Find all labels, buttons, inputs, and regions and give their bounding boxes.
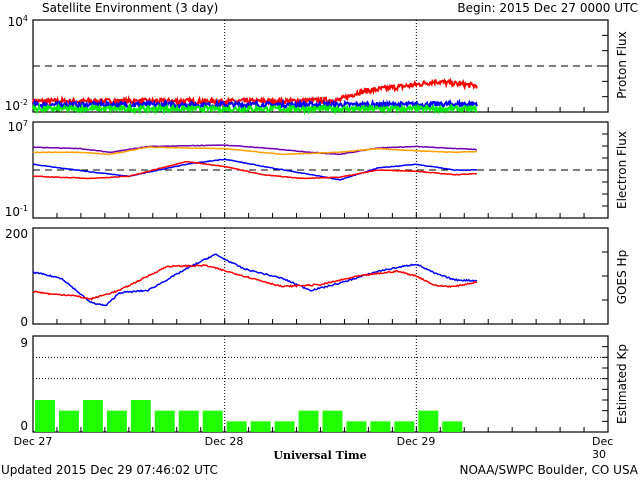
proton-ymin-label: 10-2 [4, 98, 28, 113]
kp-bar [322, 410, 343, 432]
kp-bar [202, 410, 223, 432]
series-line-10MeV [32, 77, 478, 108]
kp-bar [394, 421, 415, 432]
electron-ymin-label: 10-1 [4, 204, 28, 219]
electron-ymax-label: 107 [7, 119, 28, 134]
panel-frame [32, 227, 609, 325]
series-line-red [32, 263, 477, 301]
hp-ymin-label: 0 [20, 315, 28, 329]
series-line-blue [32, 253, 478, 307]
kp-bar [274, 421, 295, 432]
kp-bar [442, 421, 463, 432]
series-line-orange [32, 146, 477, 156]
credit: NOAA/SWPC Boulder, CO USA [459, 463, 638, 477]
kp-ymax-label: 9 [20, 336, 28, 350]
begin-time: Begin: 2015 Dec 27 0000 UTC [457, 1, 638, 15]
series-line-purple [33, 144, 478, 156]
kp-bar [130, 400, 151, 432]
kp-bar [346, 421, 367, 432]
chart-title: Satellite Environment (3 day) [42, 1, 219, 15]
kp-bar [154, 410, 175, 432]
kp-bar [298, 410, 319, 432]
x-tick-label: Dec 29 [396, 435, 436, 448]
hp-ymax-label: 200 [5, 227, 28, 241]
series-line-blue [32, 158, 478, 181]
series-line-red [32, 160, 477, 180]
updated-time: Updated 2015 Dec 29 07:46:02 UTC [1, 463, 218, 477]
x-axis-label: Universal Time [273, 449, 367, 462]
electron-flux-label: Electron Flux [615, 131, 629, 209]
x-tick-label: Dec 28 [204, 435, 244, 448]
kp-bar [82, 400, 103, 432]
estimated-kp-label: Estimated Kp [615, 344, 629, 424]
kp-bar [418, 410, 439, 432]
kp-bar [35, 400, 55, 432]
kp-bar [58, 410, 79, 432]
kp-ymin-label: 0 [20, 419, 28, 433]
series-line-50MeV [32, 98, 478, 112]
proton-flux-label: Proton Flux [615, 31, 629, 99]
kp-bar [250, 421, 271, 432]
proton-ymax-label: 104 [7, 14, 28, 29]
series-line-100MeV [32, 102, 478, 116]
kp-bar [178, 410, 199, 432]
x-tick-label: Dec 30 [592, 435, 614, 461]
kp-bar [370, 421, 391, 432]
x-tick-label: Dec 27 [13, 435, 53, 448]
kp-bar [106, 410, 127, 432]
goes-hp-label: GOES Hp [615, 249, 629, 305]
kp-bar [226, 421, 247, 432]
